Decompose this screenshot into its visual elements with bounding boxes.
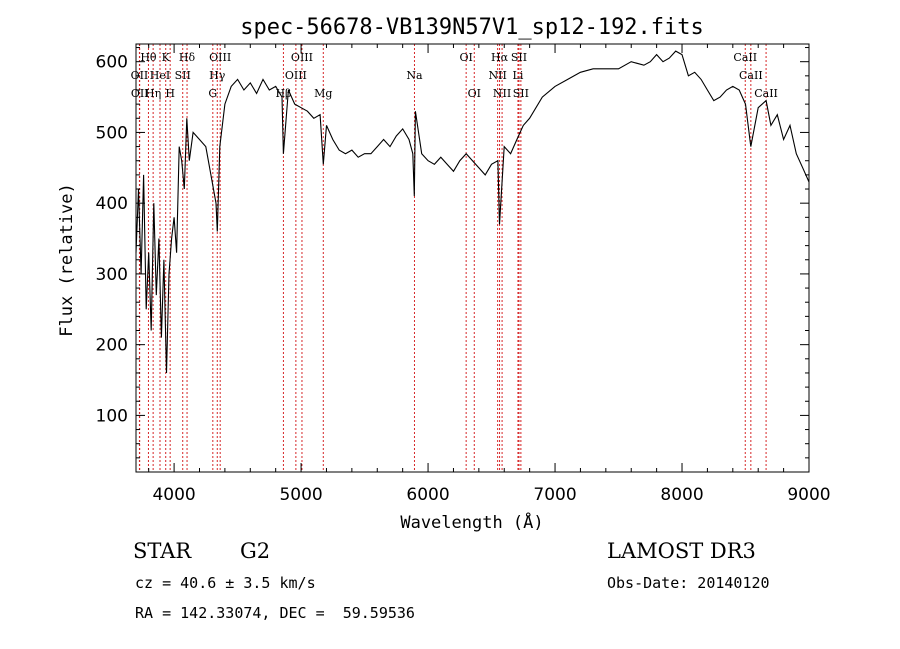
line-label-27: CaII: [754, 87, 778, 100]
object-class: STAR: [133, 539, 192, 563]
line-label-12: OIII: [291, 51, 313, 64]
plot-frame: [135, 43, 810, 473]
coordinates: RA = 142.33074, DEC = 59.59536: [135, 604, 415, 622]
x-axis-label: Wavelength (Å): [400, 511, 543, 533]
line-label-5: Hη: [145, 87, 161, 100]
x-tick-label-2: 6000: [406, 485, 449, 505]
observation-date: Obs-Date: 20140120: [607, 574, 770, 592]
line-label-16: Na: [406, 69, 423, 82]
subclass: G2: [240, 539, 271, 563]
line-label-9: OIII: [209, 51, 231, 64]
x-tick-label-3: 7000: [533, 485, 576, 505]
line-label-22: Li: [513, 69, 524, 82]
line-label-13: OIII: [285, 69, 307, 82]
line-label-6: Hδ: [179, 51, 196, 64]
x-tick-label-4: 8000: [660, 485, 703, 505]
line-label-4: HeI: [150, 69, 170, 82]
redshift-cz: cz = 40.6 ± 3.5 km/s: [135, 574, 316, 592]
line-label-8: H: [165, 87, 175, 100]
line-label-19: Hα: [491, 51, 509, 64]
line-label-11: G: [208, 87, 217, 100]
line-label-26: CaII: [739, 69, 763, 82]
x-tick-label-1: 5000: [279, 485, 322, 505]
line-label-3: K: [162, 51, 171, 64]
x-tick-label-0: 4000: [152, 485, 195, 505]
line-label-24: SII: [513, 87, 529, 100]
line-label-7: SII: [175, 69, 191, 82]
y-tick-label-1: 200: [96, 336, 128, 356]
line-label-2: OII: [131, 87, 149, 100]
line-label-10: Hγ: [209, 69, 226, 82]
spectral-line-markers: [138, 44, 767, 472]
y-axis-label: Flux (relative): [57, 183, 77, 337]
y-tick-label-3: 400: [96, 194, 128, 214]
line-label-15: Mg: [314, 87, 332, 100]
y-tick-label-5: 600: [96, 53, 128, 73]
y-tick-label-0: 100: [96, 406, 128, 426]
line-label-21: NII: [488, 69, 506, 82]
x-tick-label-5: 9000: [787, 485, 830, 505]
survey-name: LAMOST DR3: [607, 539, 756, 563]
spectrum-line: [135, 50, 810, 374]
line-label-18: OI: [468, 87, 481, 100]
line-label-0: Hθ: [140, 51, 157, 64]
y-tick-label-2: 300: [96, 265, 128, 285]
y-tick-label-4: 500: [96, 123, 128, 143]
line-label-25: CaII: [733, 51, 757, 64]
x-axis-ticks: 4000 5000 6000 7000 8000 9000: [148, 44, 831, 505]
line-label-17: OI: [459, 51, 472, 64]
line-label-20: SII: [511, 51, 527, 64]
line-label-23: NII: [493, 87, 511, 100]
chart-title: spec-56678-VB139N57V1_sp12-192.fits: [240, 15, 704, 40]
y-axis-ticks: 100 200 300 400 500 600: [96, 47, 809, 459]
line-label-14: Hβ: [275, 87, 291, 100]
